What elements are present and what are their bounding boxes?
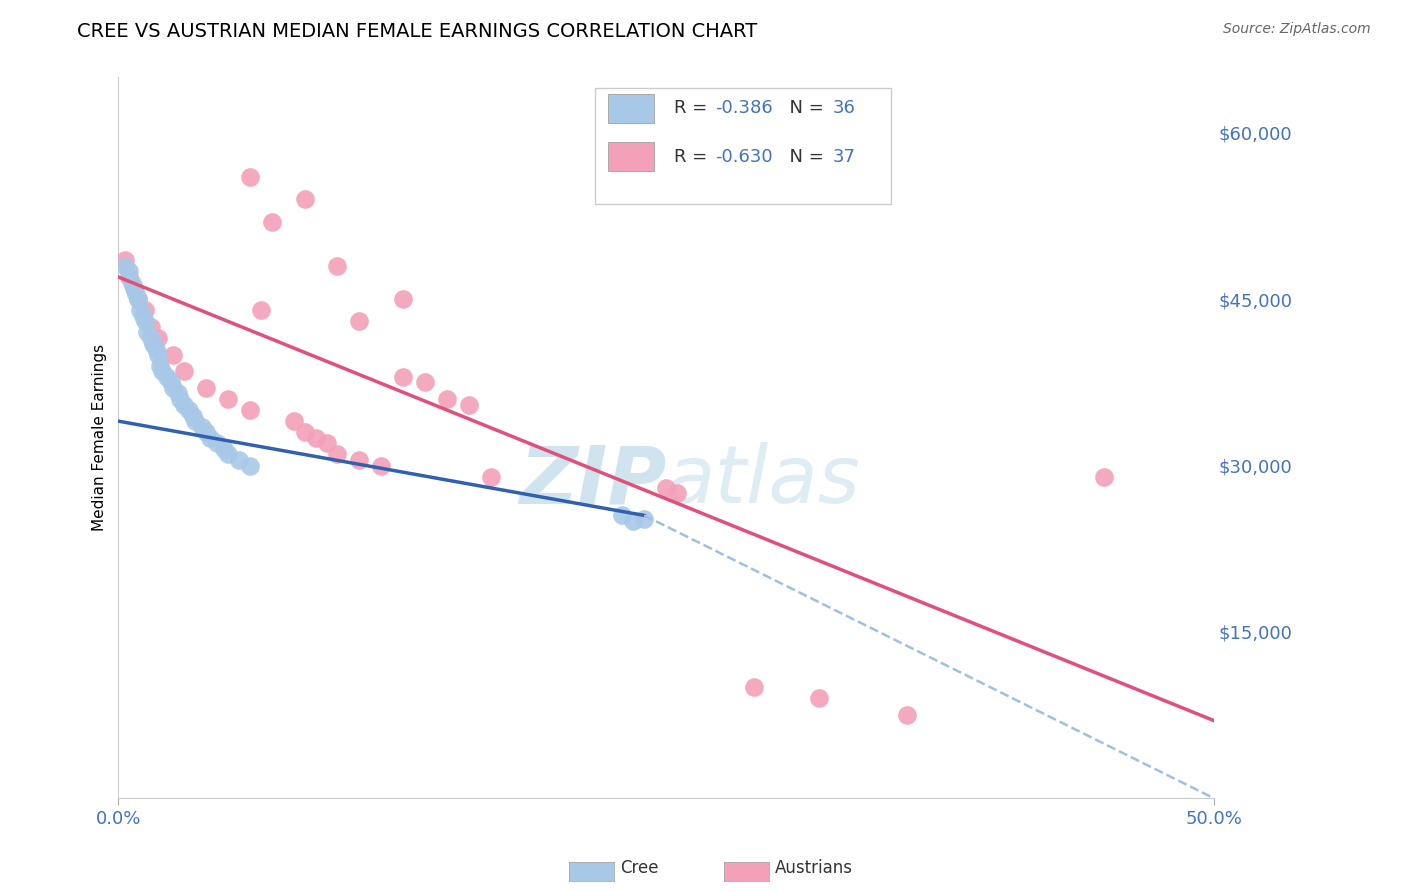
Point: [181, 409, 204, 423]
Point: [162, 348, 184, 362]
Point: [633, 512, 655, 526]
Point: [118, 270, 141, 285]
Text: N =: N =: [778, 99, 830, 118]
Point: [326, 259, 349, 273]
Point: [127, 292, 149, 306]
Point: [162, 381, 184, 395]
Point: [413, 376, 436, 390]
Point: [134, 314, 156, 328]
Text: ZIP: ZIP: [519, 442, 666, 520]
Point: [146, 348, 169, 362]
Point: [294, 193, 316, 207]
Point: [141, 319, 163, 334]
Point: [160, 376, 183, 390]
Point: [260, 214, 283, 228]
Point: [370, 458, 392, 473]
Point: [304, 431, 326, 445]
Text: CREE VS AUSTRIAN MEDIAN FEMALE EARNINGS CORRELATION CHART: CREE VS AUSTRIAN MEDIAN FEMALE EARNINGS …: [77, 22, 758, 41]
Point: [184, 414, 207, 428]
Point: [135, 326, 157, 340]
Point: [655, 481, 678, 495]
Point: [315, 436, 337, 450]
Point: [217, 447, 239, 461]
FancyBboxPatch shape: [607, 143, 654, 171]
Point: [1092, 469, 1115, 483]
Point: [808, 691, 831, 706]
Y-axis label: Median Female Earnings: Median Female Earnings: [93, 344, 107, 532]
Point: [156, 369, 179, 384]
Point: [142, 336, 165, 351]
Point: [666, 486, 689, 500]
Point: [392, 292, 415, 306]
Text: Cree: Cree: [620, 859, 658, 877]
Text: 37: 37: [832, 148, 856, 166]
Point: [129, 303, 152, 318]
Point: [283, 414, 305, 428]
Point: [612, 508, 634, 523]
FancyBboxPatch shape: [595, 88, 890, 203]
Point: [134, 303, 156, 318]
Point: [436, 392, 458, 406]
Point: [217, 392, 239, 406]
Point: [121, 276, 143, 290]
Point: [212, 442, 235, 456]
Point: [141, 331, 163, 345]
Point: [228, 453, 250, 467]
Text: N =: N =: [778, 148, 830, 166]
Point: [195, 425, 218, 440]
Point: [190, 419, 212, 434]
Point: [200, 431, 222, 445]
Point: [114, 253, 136, 268]
Point: [122, 281, 145, 295]
Point: [173, 398, 195, 412]
Point: [177, 403, 200, 417]
Point: [392, 369, 415, 384]
Point: [896, 708, 918, 723]
Point: [349, 453, 371, 467]
Text: R =: R =: [673, 99, 713, 118]
Point: [205, 436, 228, 450]
Point: [239, 458, 262, 473]
Text: -0.386: -0.386: [716, 99, 773, 118]
Point: [458, 398, 481, 412]
Point: [114, 259, 136, 273]
Point: [195, 381, 218, 395]
Point: [326, 447, 349, 461]
Point: [118, 264, 141, 278]
Point: [149, 359, 172, 373]
Point: [169, 392, 191, 406]
Point: [127, 292, 149, 306]
Point: [150, 364, 173, 378]
Point: [131, 309, 153, 323]
Text: R =: R =: [673, 148, 713, 166]
Point: [742, 680, 765, 694]
FancyBboxPatch shape: [607, 94, 654, 123]
Point: [621, 514, 644, 528]
Point: [125, 286, 148, 301]
Text: Austrians: Austrians: [775, 859, 852, 877]
Point: [239, 403, 262, 417]
Point: [294, 425, 316, 440]
Point: [250, 303, 273, 318]
Point: [166, 386, 188, 401]
Point: [479, 469, 502, 483]
Text: 36: 36: [832, 99, 855, 118]
Text: atlas: atlas: [666, 442, 860, 520]
Text: Source: ZipAtlas.com: Source: ZipAtlas.com: [1223, 22, 1371, 37]
Point: [145, 342, 167, 356]
Point: [122, 281, 145, 295]
Point: [146, 331, 169, 345]
Point: [173, 364, 195, 378]
Point: [349, 314, 371, 328]
Text: -0.630: -0.630: [716, 148, 773, 166]
Point: [239, 170, 262, 185]
